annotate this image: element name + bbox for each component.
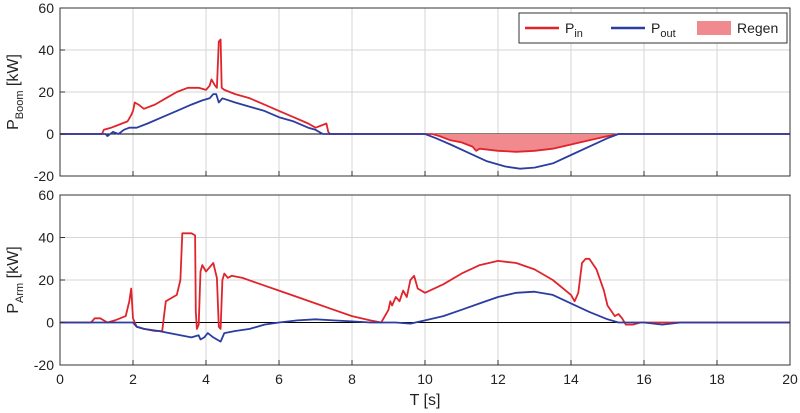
regen-area (432, 134, 619, 152)
legend-label: Pout (651, 20, 676, 40)
y-tick-label: 20 (38, 84, 54, 100)
x-tick-label: 14 (563, 371, 579, 387)
y-tick-label: 40 (38, 230, 54, 246)
legend-label-sub: out (660, 28, 675, 40)
y-axis-label: PBoom [kW] (5, 54, 26, 130)
y-label-unit: [kW] (5, 54, 22, 90)
y-label-sub: Arm (14, 283, 26, 303)
x-axis-label: T [s] (410, 392, 441, 409)
y-axis-label: PArm [kW] (5, 246, 26, 313)
legend-box (518, 12, 788, 44)
y-tick-label: 0 (46, 315, 54, 331)
y-tick-label: 60 (38, 187, 54, 203)
x-tick-label: 0 (56, 371, 64, 387)
p-in-line (60, 38, 790, 153)
legend-label: Pin (565, 20, 583, 40)
p-out-line (60, 290, 790, 343)
y-tick-label: -20 (34, 168, 54, 184)
x-tick-label: 20 (782, 371, 798, 387)
legend-label-sub: in (574, 28, 583, 40)
y-tick-label: 20 (38, 272, 54, 288)
y-label-main: P (5, 303, 22, 314)
x-tick-label: 4 (202, 371, 210, 387)
legend-label-main: P (651, 20, 660, 36)
x-tick-label: 8 (348, 371, 356, 387)
x-tick-label: 12 (490, 371, 506, 387)
x-tick-label: 2 (129, 371, 137, 387)
legend: Pin Pout Regen (518, 12, 788, 44)
legend-swatch-regen (697, 21, 731, 35)
y-label-unit: [kW] (5, 246, 22, 282)
y-tick-label: 60 (38, 0, 54, 16)
y-label-sub: Boom (14, 91, 26, 120)
x-tick-label: 16 (636, 371, 652, 387)
x-tick-label: 10 (417, 371, 433, 387)
y-tick-label: -20 (34, 357, 54, 373)
x-tick-label: 18 (709, 371, 725, 387)
legend-label: Regen (737, 20, 778, 36)
y-tick-label: 0 (46, 126, 54, 142)
legend-label-main: P (565, 20, 574, 36)
y-label-main: P (5, 119, 22, 130)
y-tick-label: 40 (38, 42, 54, 58)
p-out-line (60, 93, 790, 170)
legend-label-main: Regen (737, 20, 778, 36)
x-tick-label: 6 (275, 371, 283, 387)
